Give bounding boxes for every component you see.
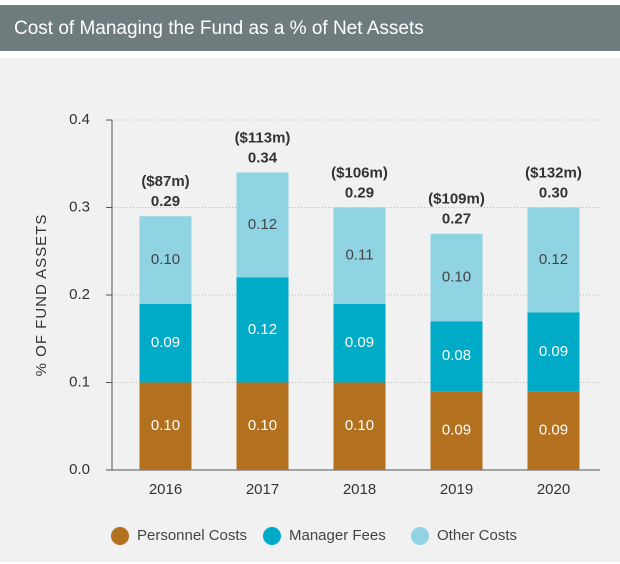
bar-segment bbox=[527, 207, 580, 313]
header bbox=[0, 5, 620, 51]
legend-swatch bbox=[111, 527, 129, 545]
bar-segment bbox=[430, 321, 483, 392]
bar-segment bbox=[139, 216, 192, 304]
bar-segment bbox=[527, 391, 580, 470]
data-label: 0.10 bbox=[151, 417, 180, 434]
bar-segment bbox=[139, 382, 192, 470]
bar-segment bbox=[333, 207, 386, 304]
data-label: 0.12 bbox=[248, 321, 277, 338]
legend-label: Other Costs bbox=[437, 527, 517, 544]
amount-label: ($109m) bbox=[428, 191, 485, 208]
total-label: 0.30 bbox=[539, 184, 568, 201]
total-label: 0.29 bbox=[151, 193, 180, 210]
data-label: 0.09 bbox=[345, 334, 374, 351]
bar-segment bbox=[527, 312, 580, 392]
y-tick-label: 0.1 bbox=[69, 373, 90, 390]
data-label: 0.12 bbox=[248, 216, 277, 233]
data-label: 0.10 bbox=[345, 417, 374, 434]
amount-label: ($113m) bbox=[235, 129, 291, 146]
x-tick-label: 2016 bbox=[149, 481, 182, 498]
bar-segment bbox=[236, 277, 289, 383]
y-tick-label: 0.4 bbox=[69, 111, 90, 128]
data-label: 0.09 bbox=[442, 422, 471, 439]
legend-label: Manager Fees bbox=[289, 527, 386, 544]
bar-segment bbox=[430, 233, 483, 322]
data-label: 0.09 bbox=[539, 343, 568, 360]
data-label: 0.08 bbox=[442, 347, 471, 364]
data-label: 0.12 bbox=[539, 251, 568, 268]
total-label: 0.29 bbox=[345, 184, 374, 201]
chart-title: Cost of Managing the Fund as a % of Net … bbox=[14, 18, 424, 39]
bar-segment bbox=[333, 382, 386, 470]
data-label: 0.09 bbox=[151, 334, 180, 351]
total-label: 0.34 bbox=[248, 149, 278, 166]
bar-segment bbox=[430, 391, 483, 470]
amount-label: ($132m) bbox=[525, 164, 582, 181]
data-label: 0.11 bbox=[345, 247, 373, 264]
data-label: 0.10 bbox=[442, 268, 471, 285]
y-tick-label: 0.0 bbox=[69, 461, 90, 478]
x-tick-label: 2018 bbox=[343, 481, 376, 498]
total-label: 0.27 bbox=[442, 211, 471, 228]
x-tick-label: 2019 bbox=[440, 481, 473, 498]
bar-segment bbox=[139, 303, 192, 383]
legend-label: Personnel Costs bbox=[137, 527, 247, 544]
legend-swatch bbox=[263, 527, 281, 545]
data-label: 0.09 bbox=[539, 422, 568, 439]
bar-segment bbox=[236, 172, 289, 278]
data-label: 0.10 bbox=[248, 417, 277, 434]
legend-swatch bbox=[411, 527, 429, 545]
data-label: 0.10 bbox=[151, 251, 180, 268]
x-tick-label: 2020 bbox=[537, 481, 570, 498]
bar-segment bbox=[236, 382, 289, 470]
y-tick-label: 0.3 bbox=[69, 198, 90, 215]
y-tick-label: 0.2 bbox=[69, 286, 90, 303]
amount-label: ($87m) bbox=[141, 173, 189, 190]
amount-label: ($106m) bbox=[331, 164, 388, 181]
x-tick-label: 2017 bbox=[246, 481, 279, 498]
panel bbox=[0, 58, 620, 562]
bar-segment bbox=[333, 303, 386, 383]
y-axis-label: % OF FUND ASSETS bbox=[33, 214, 50, 377]
